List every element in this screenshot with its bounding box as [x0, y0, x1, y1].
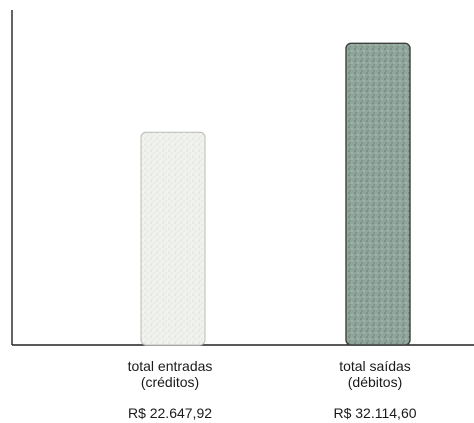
- value-label-0: R$ 22.647,92: [128, 405, 212, 421]
- bar-1: [345, 42, 411, 346]
- bars-group: [140, 42, 411, 346]
- category-label-0-line-1: (créditos): [141, 374, 199, 390]
- category-label-1-line-0: total saídas: [339, 358, 411, 374]
- bar-0: [140, 131, 206, 346]
- labels-group: total entradas(créditos) R$ 22.647,92 tota…: [128, 358, 417, 421]
- category-label-0-line-0: total entradas: [128, 358, 213, 374]
- value-label-1: R$ 32.114,60: [333, 405, 416, 421]
- category-label-1-line-1: (débitos): [348, 374, 402, 390]
